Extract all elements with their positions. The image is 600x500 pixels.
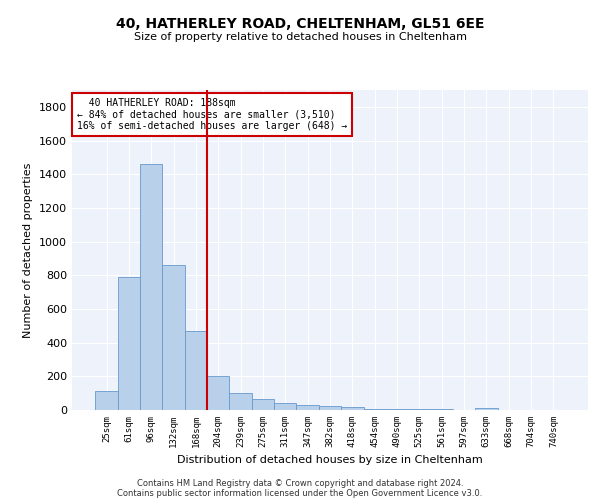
Text: Size of property relative to detached houses in Cheltenham: Size of property relative to detached ho… bbox=[133, 32, 467, 42]
X-axis label: Distribution of detached houses by size in Cheltenham: Distribution of detached houses by size … bbox=[177, 456, 483, 466]
Text: 40 HATHERLEY ROAD: 188sqm
← 84% of detached houses are smaller (3,510)
16% of se: 40 HATHERLEY ROAD: 188sqm ← 84% of detac… bbox=[77, 98, 347, 131]
Bar bbox=[185, 331, 207, 410]
Bar bbox=[475, 408, 497, 410]
Bar bbox=[207, 376, 229, 410]
Bar bbox=[296, 405, 319, 410]
Bar bbox=[252, 399, 274, 410]
Y-axis label: Number of detached properties: Number of detached properties bbox=[23, 162, 34, 338]
Bar bbox=[319, 406, 341, 410]
Text: Contains public sector information licensed under the Open Government Licence v3: Contains public sector information licen… bbox=[118, 488, 482, 498]
Bar bbox=[95, 392, 118, 410]
Bar bbox=[364, 408, 386, 410]
Bar bbox=[118, 277, 140, 410]
Bar bbox=[386, 409, 408, 410]
Text: 40, HATHERLEY ROAD, CHELTENHAM, GL51 6EE: 40, HATHERLEY ROAD, CHELTENHAM, GL51 6EE bbox=[116, 18, 484, 32]
Text: Contains HM Land Registry data © Crown copyright and database right 2024.: Contains HM Land Registry data © Crown c… bbox=[137, 478, 463, 488]
Bar bbox=[274, 404, 296, 410]
Bar bbox=[163, 265, 185, 410]
Bar bbox=[140, 164, 163, 410]
Bar bbox=[341, 406, 364, 410]
Bar bbox=[229, 393, 252, 410]
